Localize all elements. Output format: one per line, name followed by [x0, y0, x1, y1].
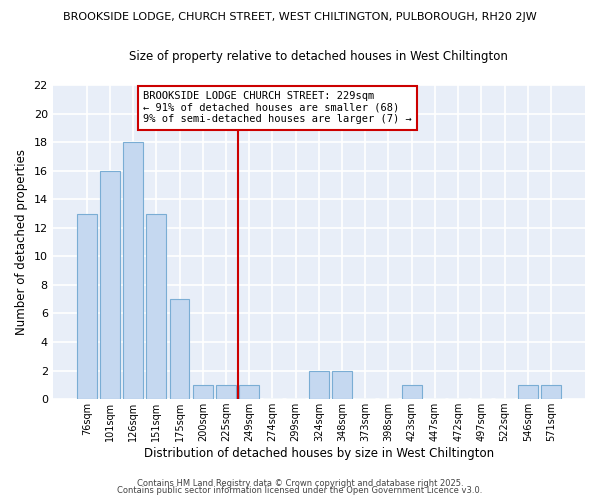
Bar — [77, 214, 97, 399]
Text: BROOKSIDE LODGE, CHURCH STREET, WEST CHILTINGTON, PULBOROUGH, RH20 2JW: BROOKSIDE LODGE, CHURCH STREET, WEST CHI… — [63, 12, 537, 22]
Bar — [309, 370, 329, 399]
Text: BROOKSIDE LODGE CHURCH STREET: 229sqm
← 91% of detached houses are smaller (68)
: BROOKSIDE LODGE CHURCH STREET: 229sqm ← … — [143, 92, 412, 124]
Y-axis label: Number of detached properties: Number of detached properties — [15, 149, 28, 335]
Bar — [146, 214, 166, 399]
X-axis label: Distribution of detached houses by size in West Chiltington: Distribution of detached houses by size … — [144, 447, 494, 460]
Bar — [216, 385, 236, 399]
Title: Size of property relative to detached houses in West Chiltington: Size of property relative to detached ho… — [130, 50, 508, 63]
Text: Contains public sector information licensed under the Open Government Licence v3: Contains public sector information licen… — [118, 486, 482, 495]
Bar — [518, 385, 538, 399]
Bar — [100, 170, 120, 399]
Bar — [170, 299, 190, 399]
Bar — [402, 385, 422, 399]
Bar — [193, 385, 212, 399]
Bar — [332, 370, 352, 399]
Text: Contains HM Land Registry data © Crown copyright and database right 2025.: Contains HM Land Registry data © Crown c… — [137, 478, 463, 488]
Bar — [123, 142, 143, 399]
Bar — [239, 385, 259, 399]
Bar — [541, 385, 561, 399]
